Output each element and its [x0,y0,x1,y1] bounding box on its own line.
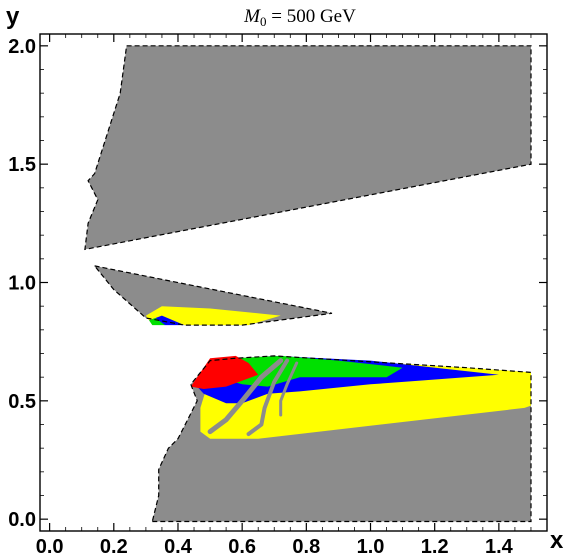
tick-label-layer: 0.0 0.2 0.4 0.6 0.8 1.0 1.2 1.4 0.0 0.5 1.0 1.5 2.0 [8,36,513,557]
x-tick-label: 1.2 [421,536,449,557]
tick-layer [40,34,547,531]
x-tick-label: 1.0 [357,536,385,557]
band-gray-arc-3 [279,361,299,417]
y-tick-label: 1.5 [8,154,36,176]
boundary-middle-gray [93,264,333,326]
x-tick-label: 0.6 [228,536,256,557]
band-gray-arc-1 [207,358,284,435]
y-tick-label: 1.0 [8,273,36,295]
title-var: M [243,6,261,27]
region-lower-red [190,355,259,389]
region-layer [84,45,532,522]
region-middle-gray [94,265,332,326]
band-gray-arc-2 [246,358,290,436]
boundary-top-gray [84,45,532,251]
chart-title: M0 = 500 GeV [243,6,356,29]
x-tick-label: 0.2 [100,536,128,557]
x-tick-label: 0.8 [292,536,320,557]
y-axis-label: y [6,3,20,30]
region-middle-green [149,318,166,326]
x-tick-label: 1.4 [485,536,514,557]
region-middle-yellow [145,306,281,326]
x-tick-label: 0.0 [36,536,64,557]
region-top-gray [84,45,532,250]
y-tick-label: 0.5 [8,391,36,413]
x-tick-label: 0.4 [164,536,193,557]
boundary-layer [84,45,532,523]
y-tick-label: 2.0 [8,36,36,58]
x-axis-label: x [550,527,564,554]
title-rest: = 500 GeV [266,6,356,27]
y-tick-label: 0.0 [8,509,36,531]
title-sub: 0 [260,14,267,29]
band-layer [207,358,299,436]
boundary-lower-gray [151,355,532,523]
